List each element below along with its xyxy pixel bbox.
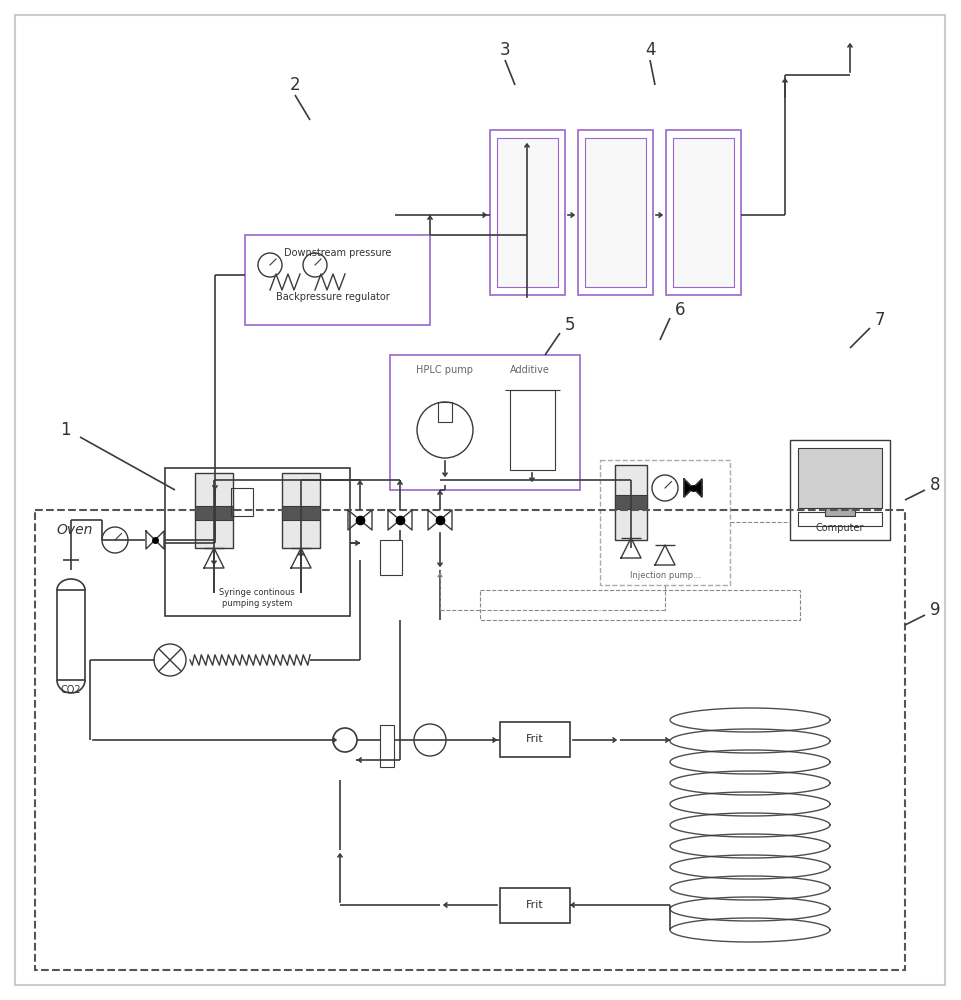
Bar	[798, 512, 882, 526]
Text: Syringe continous
pumping system: Syringe continous pumping system	[219, 588, 295, 608]
Text: Injection pump...: Injection pump...	[629, 570, 701, 580]
Bar	[578, 130, 653, 295]
Polygon shape	[684, 479, 702, 497]
Bar	[35, 510, 905, 970]
Text: 5: 5	[565, 316, 576, 334]
Bar	[615, 495, 647, 509]
Text: 8: 8	[929, 476, 940, 494]
Bar	[282, 506, 320, 520]
Bar	[500, 722, 570, 757]
Bar	[500, 888, 570, 923]
Bar	[600, 460, 730, 585]
Bar	[390, 355, 580, 490]
Bar	[480, 590, 800, 620]
Bar	[666, 130, 741, 295]
Bar	[790, 440, 890, 540]
Bar	[282, 473, 320, 548]
Bar	[497, 138, 558, 287]
Text: 3: 3	[500, 41, 510, 59]
Text: 9: 9	[929, 601, 940, 619]
Bar	[165, 468, 350, 616]
Bar	[380, 725, 394, 767]
Text: Frit: Frit	[526, 900, 544, 910]
Bar	[615, 465, 647, 540]
Bar	[825, 508, 855, 516]
Text: 1: 1	[60, 421, 70, 439]
Bar	[510, 390, 555, 470]
Bar	[195, 506, 233, 520]
Text: 4: 4	[645, 41, 655, 59]
Text: Backpressure regulator: Backpressure regulator	[276, 292, 390, 302]
Bar	[380, 540, 402, 575]
Text: 2: 2	[289, 76, 301, 94]
Text: HPLC pump: HPLC pump	[416, 365, 474, 375]
Bar	[245, 235, 430, 325]
Text: Oven: Oven	[57, 523, 93, 537]
Text: Downstream pressure: Downstream pressure	[284, 248, 392, 258]
Bar	[195, 473, 233, 548]
Bar	[231, 488, 253, 516]
Text: Additive: Additive	[510, 365, 550, 375]
Text: Computer: Computer	[816, 523, 864, 533]
Text: CO2: CO2	[61, 685, 82, 695]
Text: 7: 7	[875, 311, 885, 329]
Bar	[673, 138, 734, 287]
Bar	[57, 590, 85, 680]
Bar	[798, 448, 882, 508]
Bar	[438, 402, 452, 422]
Bar	[490, 130, 565, 295]
Text: Frit: Frit	[526, 734, 544, 744]
Text: 6: 6	[675, 301, 685, 319]
Bar	[585, 138, 646, 287]
